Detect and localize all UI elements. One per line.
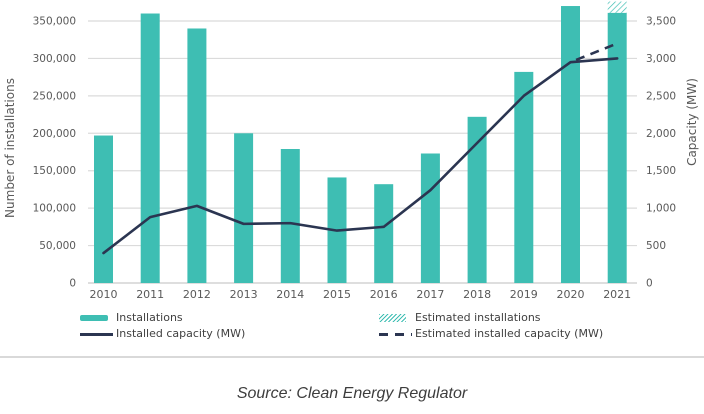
y-axis-left-tick-label: 300,000 (33, 53, 76, 65)
estimated-installations-swatch-icon (379, 314, 406, 322)
x-axis-tick-label: 2018 (463, 288, 491, 301)
legend-label-estimated-installations: Estimated installations (415, 311, 541, 324)
y-axis-right-tick-label: 1,000 (646, 203, 676, 215)
y-axis-right-tick-label: 3,500 (646, 16, 676, 28)
y-axis-left-tick-label: 200,000 (33, 128, 76, 140)
y-axis-left-tick-label: 350,000 (33, 16, 76, 28)
bar-2013 (234, 133, 254, 283)
y-axis-left-tick-label: 50,000 (39, 240, 76, 252)
bar-2020 (561, 6, 580, 284)
legend-item-estimated-installed-capacity: Estimated installed capacity (MW) (379, 327, 603, 341)
installations-swatch-icon (80, 315, 108, 321)
y-axis-right-tick-label: 2,500 (646, 90, 676, 102)
estimated-installations-hatch (607, 1, 627, 13)
installations-capacity-chart: 0 0 50,000 500 100,000 1,000 150,000 1,500 200,0… (3, 1, 699, 301)
bar-2018 (467, 116, 487, 284)
chart-area: 0 0 50,000 500 100,000 1,000 150,000 1,500 200,0… (3, 1, 699, 341)
legend-item-installations: Installations (80, 311, 183, 325)
bar-2011 (140, 13, 160, 284)
installed-capacity-swatch-icon (80, 332, 113, 336)
x-axis-tick-label: 2014 (276, 288, 304, 301)
legend-label-installed-capacity: Installed capacity (MW) (116, 327, 246, 340)
y-axis-right-tick-label: 3,000 (646, 53, 676, 65)
legend-item-installed-capacity: Installed capacity (MW) (80, 327, 245, 341)
x-axis-tick-label: 2011 (136, 288, 164, 301)
horizontal-divider (0, 356, 704, 358)
x-axis-tick-label: 2010 (90, 288, 118, 301)
y-axis-left-tick-label: 0 (69, 278, 76, 290)
bar-2014 (280, 149, 300, 283)
bar-2016 (374, 184, 394, 283)
x-axis-tick-label: 2020 (557, 288, 585, 301)
y-axis-right-tick-label: 0 (646, 278, 653, 290)
legend-label-installations: Installations (116, 311, 183, 324)
bar-2012 (187, 28, 207, 283)
y-axis-right-tick-label: 500 (646, 240, 666, 252)
bar-2010 (94, 135, 113, 283)
legend-item-estimated-installations: Estimated installations (379, 311, 541, 325)
bar-2019 (514, 71, 534, 283)
x-axis-tick-label: 2019 (510, 288, 538, 301)
y-axis-right-tick-label: 2,000 (646, 128, 676, 140)
legend-label-estimated-installed-capacity: Estimated installed capacity (MW) (415, 327, 604, 340)
bar-2017 (420, 153, 440, 283)
y-axis-left-title: Number of installations (3, 78, 17, 218)
source-text: Source: Clean Energy Regulator (236, 385, 468, 402)
x-axis-tick-label: 2021 (603, 288, 631, 301)
estimated-capacity-swatch-icon (379, 332, 412, 336)
y-axis-right-tick-label: 1,500 (646, 165, 676, 177)
x-axis-tick-label: 2013 (230, 288, 258, 301)
y-axis-left-tick-label: 250,000 (33, 90, 76, 102)
x-axis-tick-label: 2017 (416, 288, 444, 301)
installed-capacity-line (102, 57, 619, 255)
estimated-installed-capacity-line (570, 42, 618, 64)
source-row: Source: Clean Energy Regulator (0, 383, 704, 403)
x-axis-tick-label: 2016 (370, 288, 398, 301)
y-axis-left-tick-label: 100,000 (33, 203, 76, 215)
y-axis-right-title: Capacity (MW) (685, 78, 699, 166)
x-axis-tick-label: 2015 (323, 288, 351, 301)
x-axis-tick-label: 2012 (183, 288, 211, 301)
bar-2021 (607, 12, 627, 283)
y-axis-left-tick-label: 150,000 (33, 165, 76, 177)
